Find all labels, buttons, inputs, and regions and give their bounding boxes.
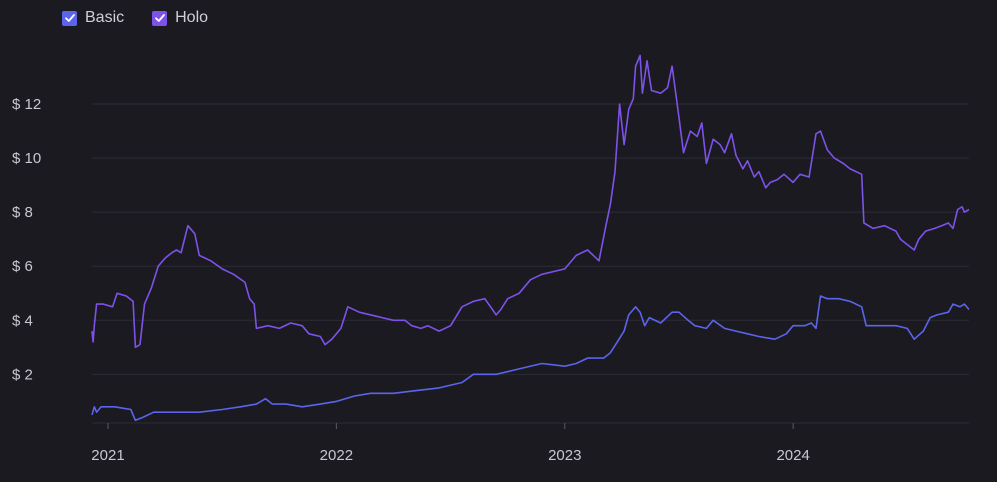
y-tick-label: $ 12 <box>12 96 41 113</box>
basic-check-icon[interactable] <box>62 10 77 26</box>
legend-label-basic: Basic <box>85 9 125 26</box>
y-tick-label: $ 4 <box>12 312 33 329</box>
legend-item-holo[interactable]: Holo <box>152 9 208 27</box>
series-line-holo <box>91 54 970 349</box>
y-tick-label: $ 2 <box>12 366 33 383</box>
x-axis: 2021 2022 2023 2024 <box>91 423 810 464</box>
series-lines <box>91 54 970 422</box>
series-line-basic <box>91 295 970 422</box>
x-tick-label: 2021 <box>91 447 124 464</box>
y-tick-label: $ 8 <box>12 204 33 221</box>
x-tick-label: 2023 <box>548 447 581 464</box>
grid-lines <box>92 103 969 424</box>
y-tick-label: $ 10 <box>12 150 41 167</box>
legend-label-holo: Holo <box>175 9 209 26</box>
chart-legend: Basic Holo <box>62 9 208 27</box>
x-tick-label: 2022 <box>320 447 353 464</box>
y-axis: $ 2 $ 4 $ 6 $ 8 $ 10 $ 12 <box>12 96 41 383</box>
y-tick-label: $ 6 <box>12 258 33 275</box>
legend-item-basic[interactable]: Basic <box>62 9 124 27</box>
x-tick-label: 2024 <box>776 447 809 464</box>
holo-check-icon[interactable] <box>152 10 168 26</box>
